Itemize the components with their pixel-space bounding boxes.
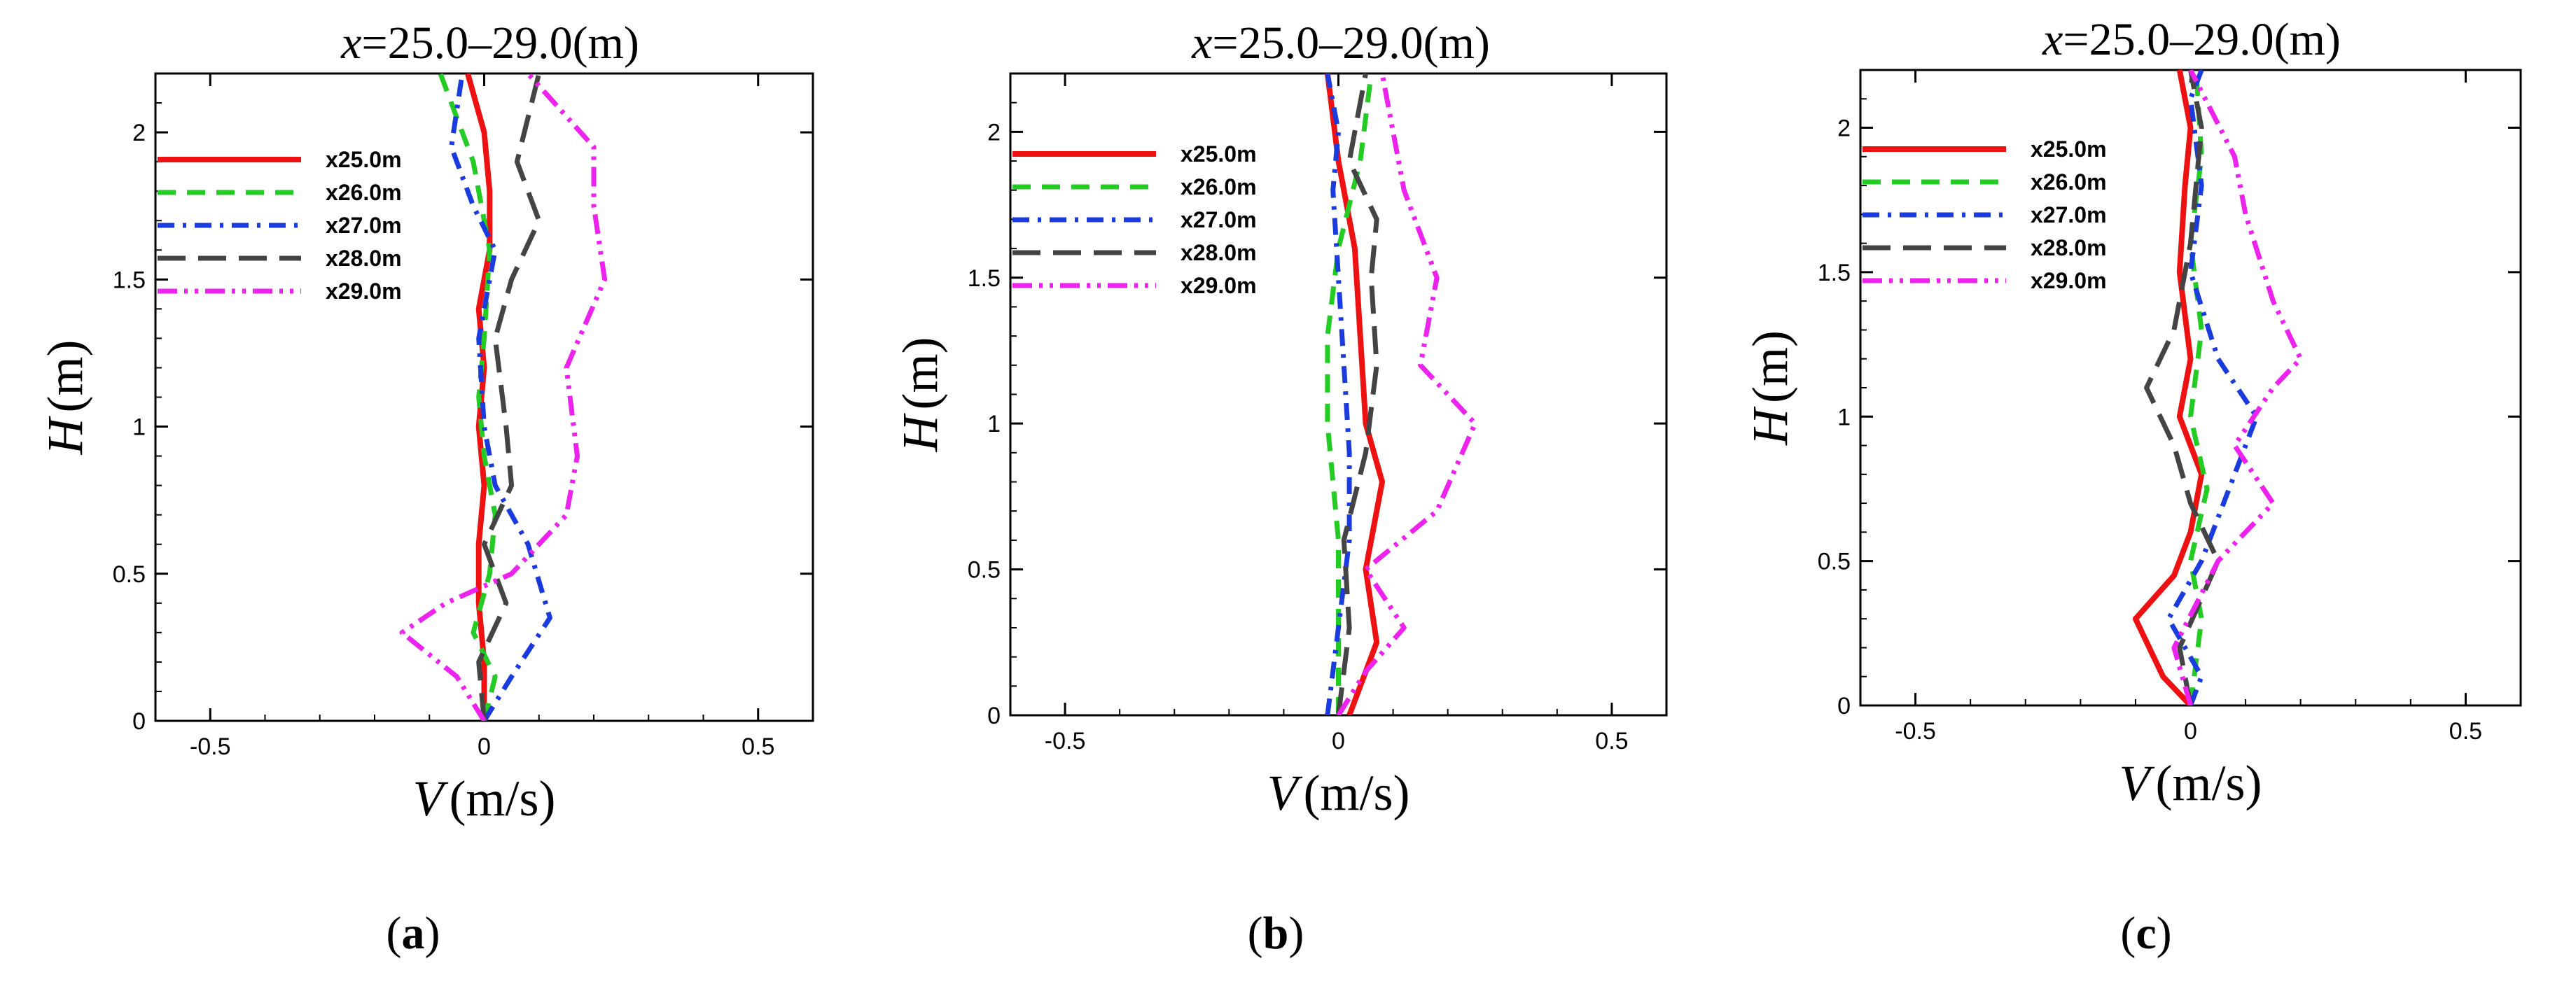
legend-label: x28.0m: [1181, 240, 1257, 265]
chart-panel-b: -0.5 0 0.5 0 0.5 1 1.5 2 x25.0m x26.0m x27.0m x28.0…: [892, 17, 1668, 959]
y-tick-label: 0: [132, 708, 146, 735]
x-axis-label: V (m/s): [413, 771, 556, 827]
x-tick-label: 0: [2184, 718, 2197, 745]
y-tick-label: 1.5: [968, 265, 1001, 292]
panel-label: (b): [1248, 908, 1304, 959]
y-tick-label: 2: [987, 119, 1001, 146]
legend-label: x27.0m: [326, 213, 402, 238]
series-line-x28.0m: [1336, 73, 1379, 715]
x-axis-label: V (m/s): [1267, 765, 1410, 821]
panel-label: (c): [2120, 908, 2171, 959]
legend-label: x25.0m: [2031, 136, 2107, 162]
y-tick-label: 2: [132, 120, 146, 146]
series-group: [399, 73, 608, 721]
series-line-x25.0m: [465, 73, 493, 721]
series-line-x29.0m: [2171, 70, 2304, 705]
legend-label: x26.0m: [2031, 169, 2107, 195]
x-tick-label: -0.5: [190, 733, 231, 760]
y-tick-label: 0: [987, 703, 1001, 729]
legend-label: x25.0m: [1181, 141, 1257, 167]
legend-label: x29.0m: [326, 279, 402, 304]
x-tick-label: 0.5: [742, 733, 774, 760]
x-tick-label: 0.5: [1595, 728, 1628, 754]
x-tick-label: 0: [1332, 728, 1345, 754]
y-tick-label: 2: [1837, 115, 1851, 142]
legend-label: x27.0m: [1181, 207, 1257, 232]
series-line-x26.0m: [2188, 70, 2210, 705]
chart-title: x=25.0–29.0(m): [340, 17, 639, 69]
series-line-x25.0m: [2132, 70, 2205, 705]
legend-label: x29.0m: [2031, 268, 2107, 293]
panel-label: (a): [387, 908, 440, 959]
y-axis-label: H(m): [892, 337, 948, 453]
y-tick-label: 0.5: [113, 561, 146, 588]
x-axis-label: V (m/s): [2119, 755, 2262, 811]
x-tick-label: 0: [478, 733, 491, 760]
y-axis-label: H(m): [1742, 330, 1798, 446]
x-tick-label: 0.5: [2449, 718, 2482, 745]
y-axis-label: H(m): [37, 340, 93, 456]
y-tick-label: 1: [132, 414, 146, 441]
chart-panel-a: -0.5 0 0.5 0 0.5 1 1.5 2 x25.0m x26.0m x27.0m x28.0…: [37, 17, 814, 959]
legend-label: x27.0m: [2031, 202, 2107, 227]
y-tick-label: 1.5: [1818, 260, 1851, 286]
x-tick-label: -0.5: [1045, 728, 1086, 754]
series-line-x25.0m: [1324, 73, 1385, 715]
series-line-x26.0m: [438, 73, 498, 721]
chart-title: x=25.0–29.0(m): [1191, 17, 1490, 69]
legend-label: x28.0m: [326, 246, 402, 271]
y-tick-label: 1: [1837, 404, 1851, 430]
y-tick-label: 0.5: [1818, 549, 1851, 575]
chart-panel-c: -0.5 0 0.5 0 0.5 1 1.5 2 x25.0m x26.0m x27.0m x28.0…: [1742, 14, 2522, 959]
y-tick-label: 1.5: [113, 267, 146, 293]
series-group: [2132, 70, 2304, 705]
y-tick-label: 1: [987, 411, 1001, 437]
legend-label: x29.0m: [1181, 273, 1257, 298]
legend-label: x25.0m: [326, 147, 402, 172]
legend-label: x26.0m: [326, 180, 402, 205]
legend-label: x26.0m: [1181, 174, 1257, 199]
series-line-x29.0m: [399, 73, 608, 721]
series-line-x28.0m: [2144, 70, 2221, 705]
series-line-x28.0m: [476, 73, 542, 721]
chart-title: x=25.0–29.0(m): [2042, 14, 2341, 65]
series-line-x27.0m: [1325, 73, 1352, 715]
y-tick-label: 0: [1837, 693, 1851, 719]
y-tick-label: 0.5: [968, 557, 1001, 584]
series-group: [1324, 73, 1478, 715]
x-tick-label: -0.5: [1895, 718, 1936, 745]
series-line-x29.0m: [1336, 73, 1478, 715]
series-line-x27.0m: [2166, 70, 2260, 705]
legend-label: x28.0m: [2031, 235, 2107, 260]
